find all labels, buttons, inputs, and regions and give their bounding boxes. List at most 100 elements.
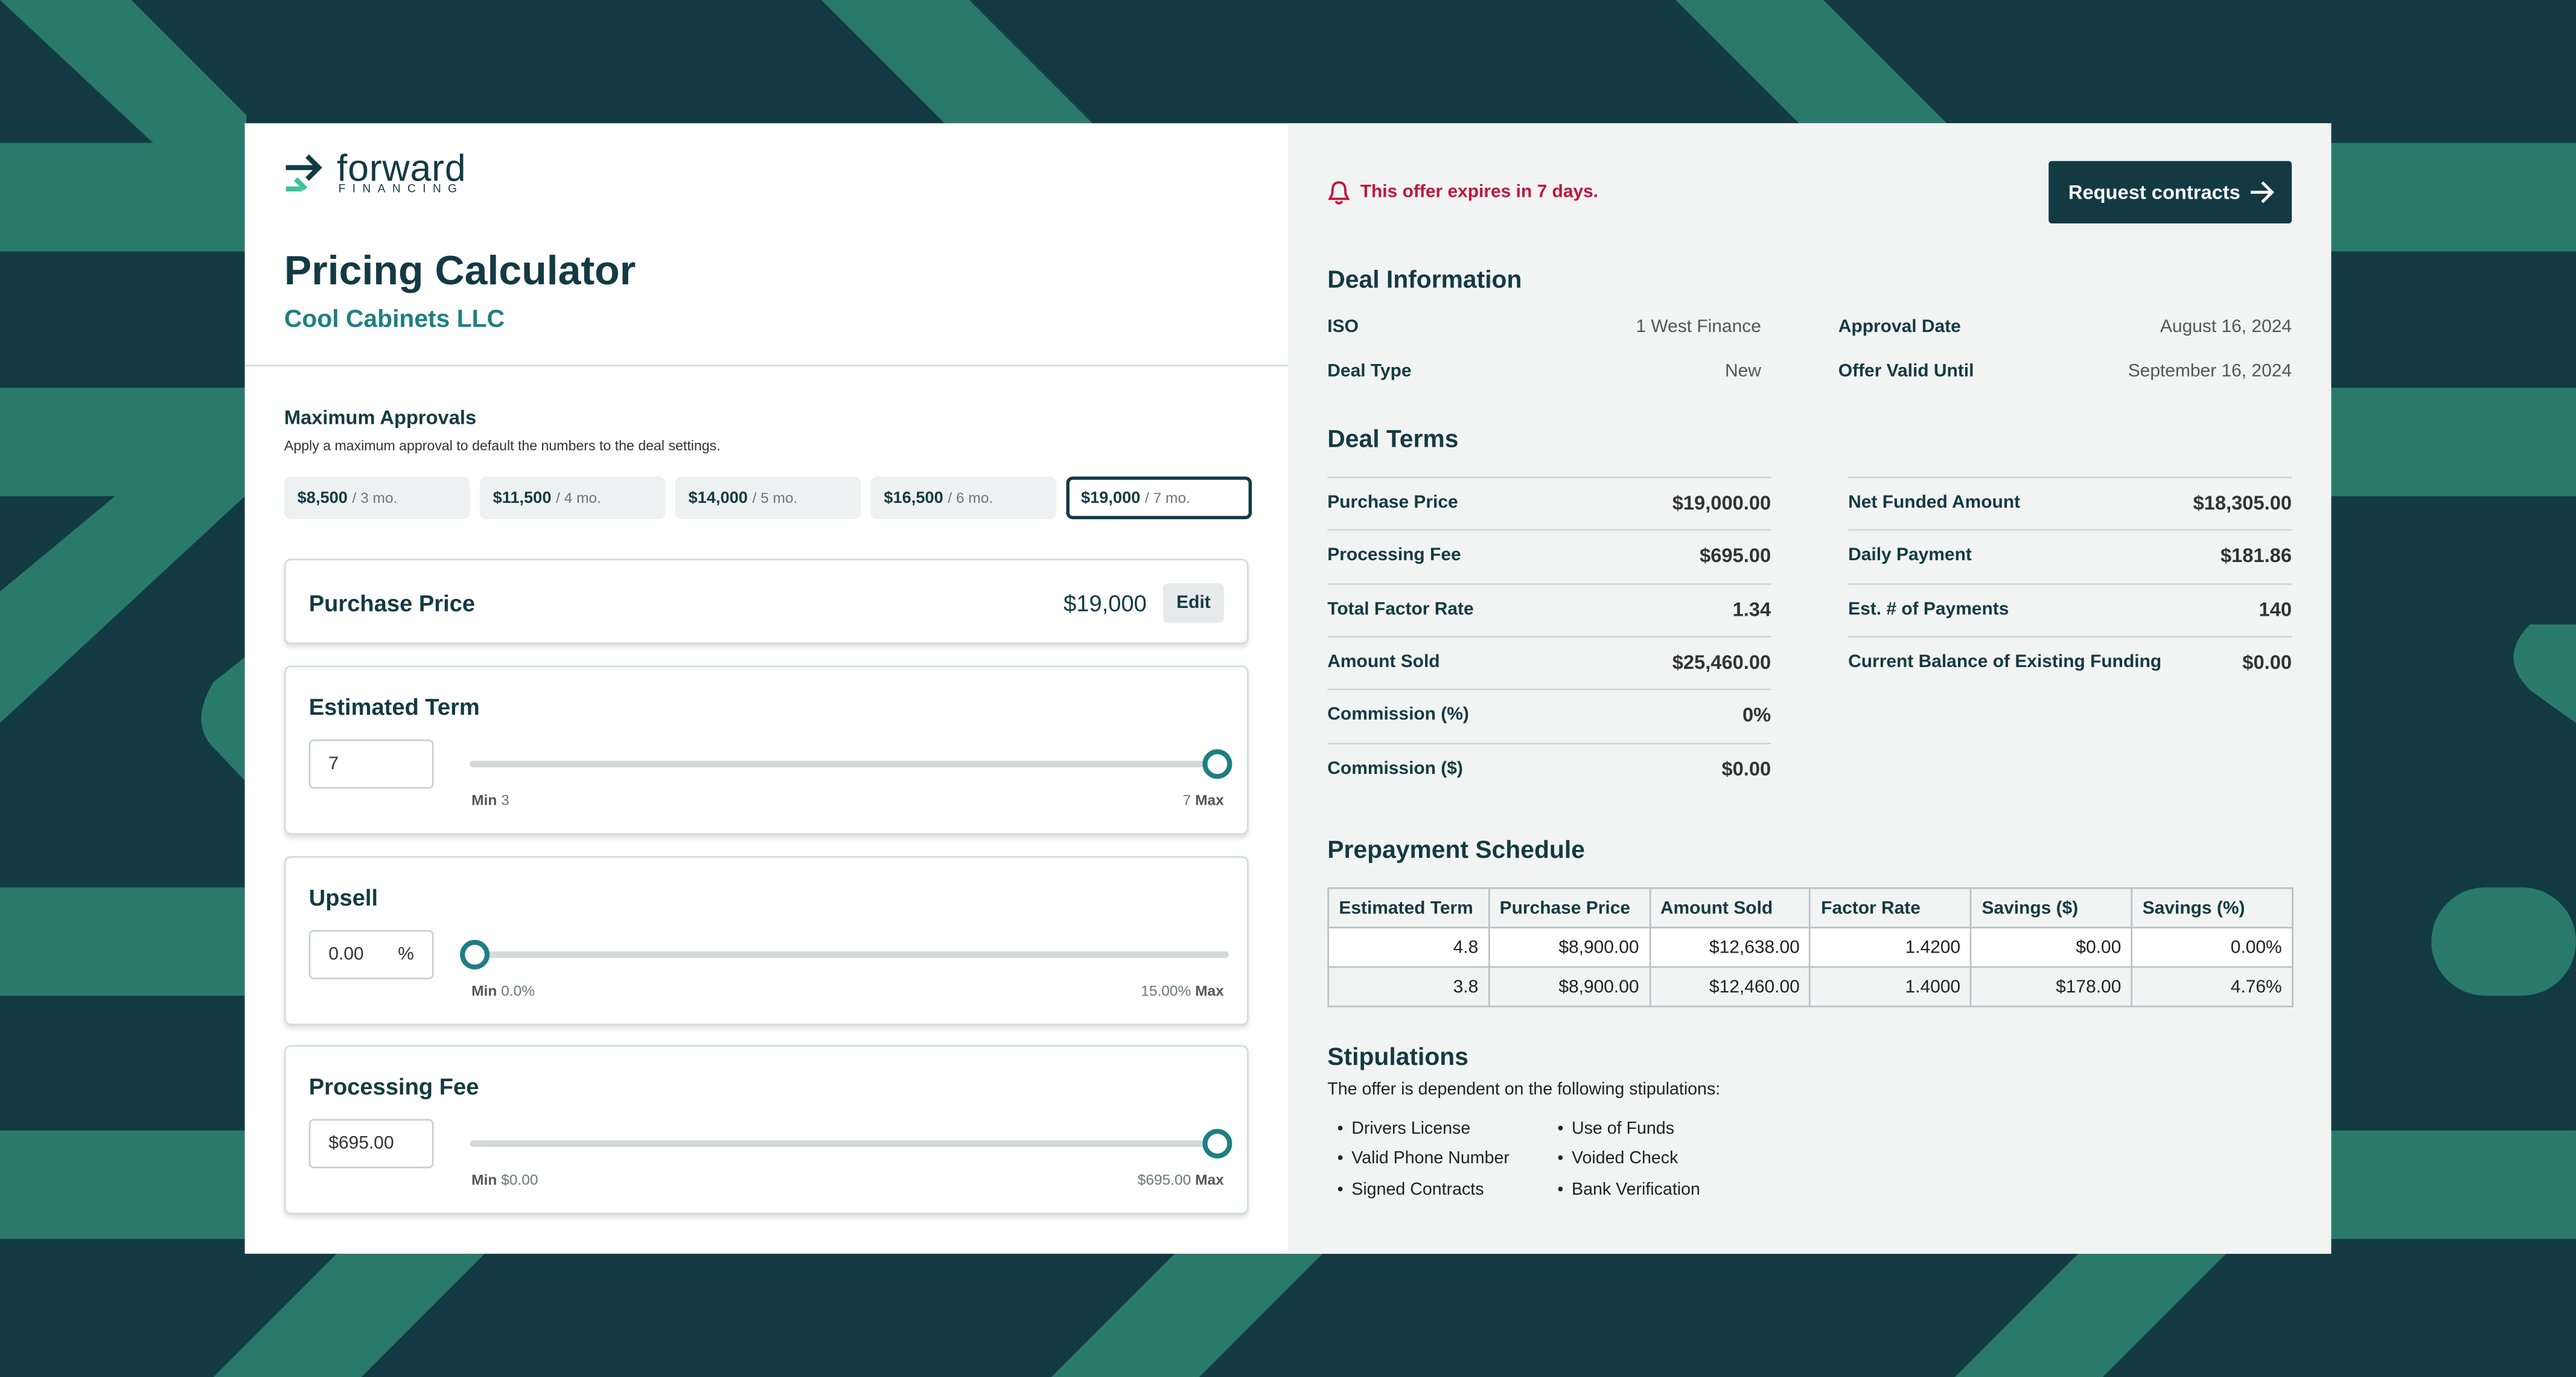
info-label: Deal Type — [1327, 360, 1412, 381]
header-cell: Estimated Term — [1327, 887, 1490, 928]
term-label: Commission (%) — [1327, 705, 1469, 725]
input-value: $695.00 — [328, 1134, 394, 1154]
table-cell: $12,460.00 — [1648, 966, 1811, 1008]
table-cell: $8,900.00 — [1488, 966, 1651, 1008]
info-value: August 16, 2024 — [2160, 317, 2292, 337]
card-value: $19,000 — [1063, 590, 1147, 616]
table-header: Estimated Term Purchase Price Amount Sold F… — [1327, 887, 2294, 928]
stipulation-item: • Signed Contracts — [1337, 1179, 1484, 1199]
stipulation-item: • Bank Verification — [1557, 1179, 1700, 1199]
info-label: Approval Date — [1838, 317, 1961, 337]
input-field[interactable]: $695.00 — [308, 1119, 434, 1169]
info-value: September 16, 2024 — [2128, 360, 2292, 381]
slider-max: 15.00% Max — [1141, 982, 1224, 998]
table-cell: 0.00% — [2131, 927, 2294, 968]
table-cell: 4.8 — [1327, 927, 1490, 968]
term-label: Current Balance of Existing Funding — [1848, 652, 2162, 672]
deal-panel: This offer expires in 7 days. Request co… — [1287, 123, 2332, 1254]
section-description: The offer is dependent on the following … — [1327, 1079, 1721, 1099]
row-divider — [1848, 476, 2292, 479]
term-label: Total Factor Rate — [1327, 599, 1474, 619]
prepayment-table: Estimated Term Purchase Price Amount Sold F… — [1327, 887, 2294, 1008]
info-value: New — [1724, 360, 1761, 381]
term-value: $25,460.00 — [1672, 650, 1771, 674]
option-amount: $14,000 — [688, 490, 748, 508]
table-cell: 1.4000 — [1809, 966, 1972, 1008]
slider-knob[interactable] — [1202, 1128, 1232, 1158]
max-value: 7 — [1182, 791, 1191, 809]
slider-min: Min $0.00 — [471, 1172, 538, 1188]
option-term: / 7 mo. — [1144, 490, 1190, 506]
row-divider — [1327, 529, 1771, 531]
input-field[interactable]: 7 — [308, 739, 434, 789]
table-cell: $12,638.00 — [1648, 927, 1811, 968]
section-title: Stipulations — [1327, 1043, 1468, 1072]
bell-icon — [1328, 181, 1350, 205]
purchase-price-card: Purchase Price $19,000 Edit — [284, 558, 1249, 644]
slider-min: Min 3 — [471, 792, 509, 808]
bullet: • — [1557, 1119, 1564, 1139]
logo-tagline: FINANCING — [338, 184, 464, 196]
max-label: Max — [1195, 982, 1224, 998]
section-title: Deal Terms — [1327, 425, 1459, 454]
slider-min: Min 0.0% — [471, 982, 535, 998]
stipulation-item: • Valid Phone Number — [1337, 1149, 1510, 1169]
input-field[interactable]: 0.00% — [308, 929, 434, 979]
header-cell: Savings (%) — [2131, 887, 2294, 928]
table-cell: 3.8 — [1327, 966, 1490, 1008]
option-amount: $16,500 — [884, 490, 943, 508]
header-cell: Savings ($) — [1970, 887, 2133, 928]
approval-option[interactable]: $19,000 / 7 mo. — [1066, 476, 1252, 520]
term-label: Net Funded Amount — [1848, 493, 2021, 513]
table-cell: $8,900.00 — [1488, 927, 1651, 968]
row-divider — [1327, 741, 1771, 744]
slider-card: Upsell 0.00% Min 0.0% 15.00% Max — [284, 855, 1249, 1025]
table-row: 4.8 $8,900.00 $12,638.00 1.4200 $0.00 0.00% — [1327, 927, 2294, 968]
info-label: ISO — [1327, 317, 1359, 337]
term-value: 0% — [1742, 703, 1771, 727]
card-label: Upsell — [308, 883, 378, 910]
option-term: / 5 mo. — [752, 490, 798, 506]
item-text: Drivers License — [1351, 1119, 1471, 1139]
input-unit: % — [398, 944, 414, 964]
offer-card: forward FINANCING Pricing Calculator Coo… — [244, 123, 2332, 1254]
slider-knob[interactable] — [1202, 749, 1232, 779]
stipulation-item: • Drivers License — [1337, 1119, 1471, 1139]
row-divider — [1848, 529, 2292, 531]
input-value: 0.00 — [328, 944, 364, 964]
approval-option[interactable]: $14,000 / 5 mo. — [675, 476, 861, 520]
item-text: Bank Verification — [1572, 1179, 1700, 1199]
card-label: Purchase Price — [308, 590, 476, 616]
bullet: • — [1557, 1179, 1564, 1199]
approval-option[interactable]: $8,500 / 3 mo. — [284, 476, 470, 520]
approval-option[interactable]: $11,500 / 4 mo. — [479, 476, 666, 520]
option-amount: $19,000 — [1081, 490, 1141, 508]
edit-button[interactable]: Edit — [1163, 583, 1224, 623]
table-row: 3.8 $8,900.00 $12,460.00 1.4000 $178.00 4.76% — [1327, 966, 2294, 1008]
bullet: • — [1337, 1119, 1344, 1139]
slider-max: $695.00 Max — [1138, 1172, 1224, 1188]
min-value: $0.00 — [501, 1171, 538, 1188]
section-description: Apply a maximum approval to default the … — [284, 437, 721, 454]
item-text: Voided Check — [1572, 1149, 1679, 1169]
company-name: Cool Cabinets LLC — [284, 305, 505, 334]
header-cell: Purchase Price — [1488, 887, 1651, 928]
min-label: Min — [471, 982, 497, 998]
expiry-alert: This offer expires in 7 days. — [1360, 182, 1599, 202]
card-label: Processing Fee — [308, 1073, 479, 1099]
term-label: Purchase Price — [1327, 493, 1458, 513]
option-term: / 3 mo. — [352, 490, 398, 506]
arrow-icon — [2251, 181, 2274, 203]
approval-option[interactable]: $16,500 / 6 mo. — [870, 476, 1057, 520]
slider-card: Estimated Term 7 Min 3 7 Max — [284, 665, 1249, 835]
request-contracts-button[interactable]: Request contracts — [2048, 161, 2292, 224]
term-value: $0.00 — [1721, 756, 1771, 780]
slider-track — [470, 1140, 1229, 1147]
slider-knob[interactable] — [460, 939, 490, 969]
table-cell: 1.4200 — [1809, 927, 1972, 968]
stipulation-item: • Voided Check — [1557, 1149, 1678, 1169]
term-value: $18,305.00 — [2193, 491, 2292, 514]
info-value: 1 West Finance — [1636, 317, 1761, 337]
